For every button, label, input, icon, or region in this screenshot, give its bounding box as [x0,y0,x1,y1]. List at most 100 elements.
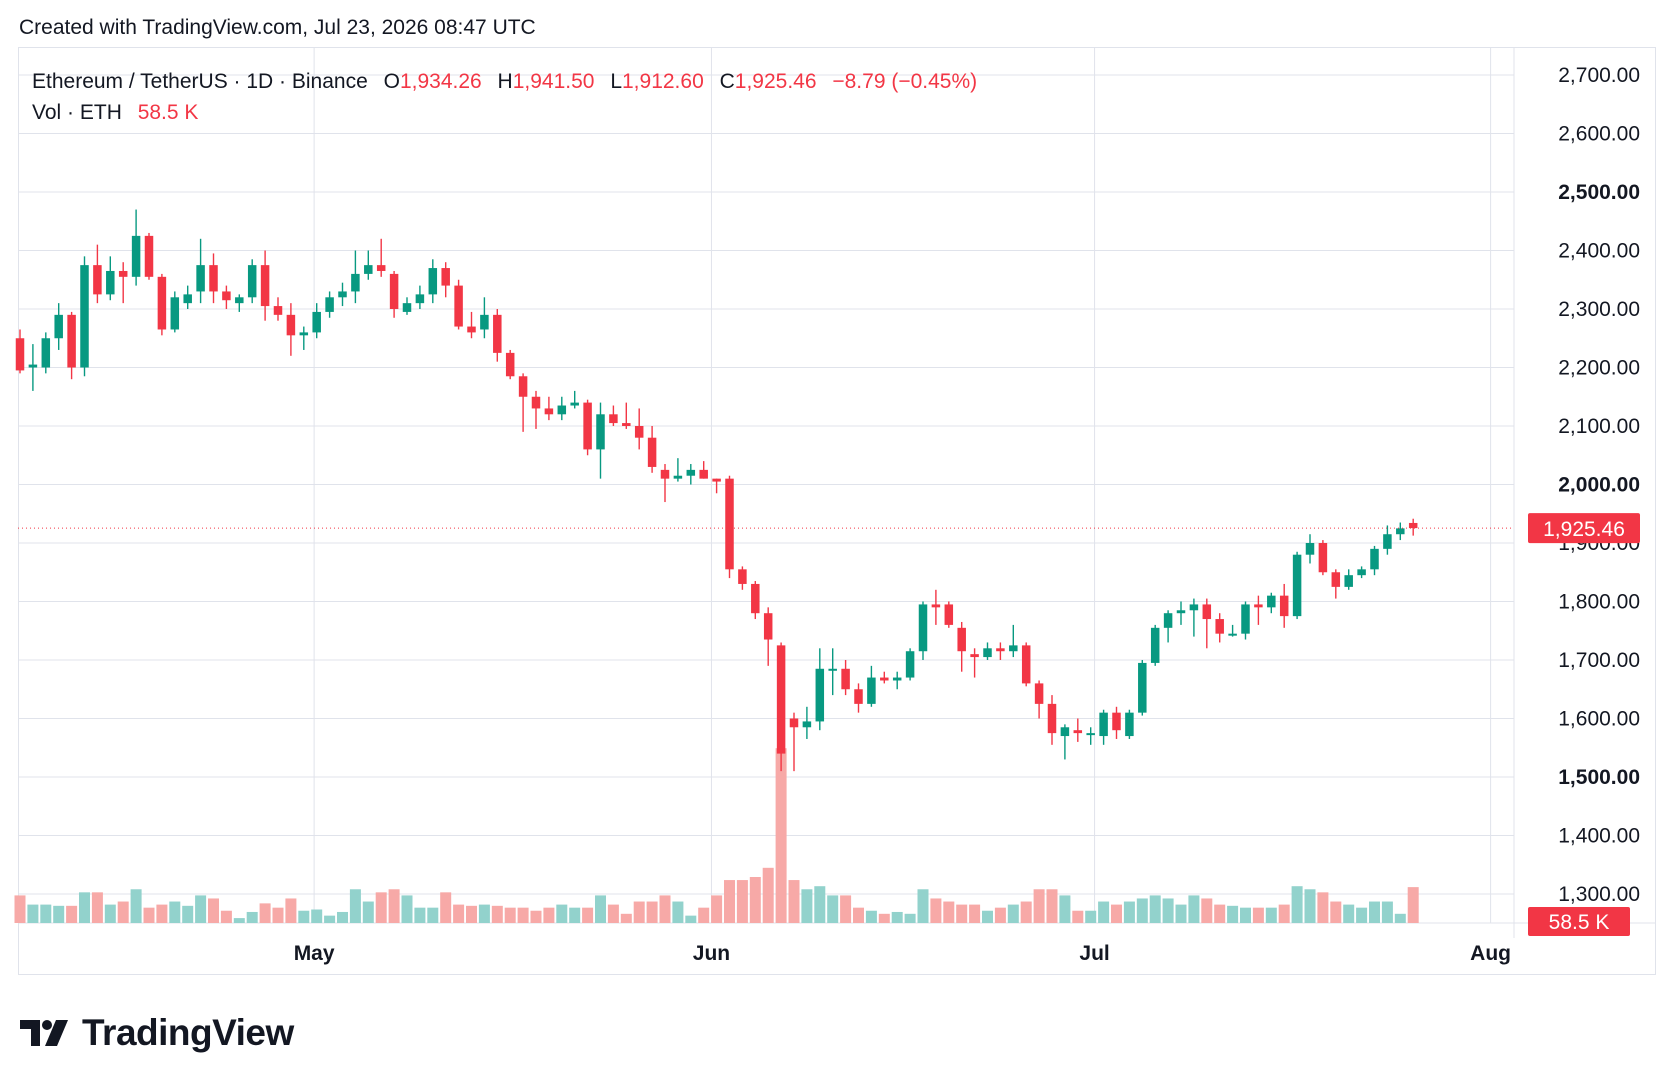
volume-bar [1330,901,1342,923]
volume-bar [1149,895,1161,923]
volume-bar [569,907,581,923]
volume-bar [607,904,619,923]
volume-bar [1175,904,1187,923]
candle-body [544,408,554,415]
volume-bar [40,904,52,923]
volume-tag-label: 58.5 K [1549,911,1610,934]
volume-bar [904,913,916,923]
candle-body [854,689,863,704]
candle-body [725,478,734,570]
volume-bar [1111,904,1122,923]
volume-bar [1201,898,1213,923]
volume-bar [633,901,645,923]
candle-body [1176,610,1186,614]
volume-bar [749,877,761,923]
candle-body [1086,733,1095,736]
volume-bar [246,911,258,923]
candle-body [441,268,450,286]
candle-body [815,668,825,722]
price-tick-label: 2,200.00 [1558,357,1640,380]
candle-body [1215,619,1224,634]
candle-body [1202,604,1212,620]
price-tick-label: 2,500.00 [1558,181,1640,204]
volume-bar [930,898,942,923]
price-tick-label: 2,100.00 [1558,415,1640,438]
volume-bar [362,901,374,923]
volume-bar [195,895,207,923]
candle-body [1099,712,1108,737]
price-tick-label: 2,700.00 [1558,64,1640,87]
price-tick-label: 1,600.00 [1558,708,1640,731]
candle-body [312,311,321,333]
volume-bar [478,904,490,923]
candle-body [376,265,386,271]
candle-body [1138,662,1147,713]
volume-bar [827,895,839,923]
volume-bar [620,913,632,923]
volume-bar [1252,907,1264,923]
candle-body [80,265,89,368]
candle-body [622,423,631,426]
candle-body [802,721,812,728]
candle-body [1254,604,1263,608]
candle-body [1292,554,1302,617]
close-value: 1,925.46 [734,70,817,93]
volume-bar [182,905,194,923]
candle-body [493,314,502,353]
candle-body [467,326,476,333]
candle-body [54,314,63,339]
volume-bar [208,898,219,923]
candle-body [170,297,180,330]
volume-bar [530,910,542,923]
candle-body [325,297,334,312]
volume-bar [220,910,232,923]
volume-bar [1291,886,1303,923]
candle-body [660,469,670,479]
candle-body [751,583,760,614]
candle-body [1318,543,1328,573]
candle-body [93,265,102,295]
volume-bar [878,913,890,923]
volume-bar [1214,904,1226,923]
candle-body [1189,604,1199,611]
candle-body [351,273,360,292]
candle-body [209,265,218,292]
candle-body [480,314,489,330]
candlestick-chart[interactable]: 1,300.00 1,400.00 1,500.00 1,600.00 1,700.00… [0,0,1666,1000]
volume-bar [1123,901,1135,923]
volume-bar [259,903,271,923]
candle-body [918,604,928,652]
candle-body [1125,712,1134,737]
volume-bar [1188,895,1200,923]
low-value: 1,912.60 [622,70,704,93]
volume-bar [517,907,529,923]
candle-body [686,469,696,476]
tradingview-logo[interactable]: TradingView [20,1012,294,1054]
volume-bar [1227,905,1239,923]
candle-body [970,654,979,658]
time-tick-label: Jul [1079,942,1109,965]
candle-body [738,569,747,584]
volume-bar [349,889,361,923]
volume-bar [1394,913,1406,923]
candle-body [776,645,786,754]
candle-body [557,405,567,415]
candle-body [299,332,309,336]
volume-value: 58.5 K [137,101,199,124]
candle-body [1357,569,1366,576]
candle-body [892,677,902,681]
volume-bar [143,907,155,923]
candle-body [905,651,915,678]
volume-bar [117,901,129,923]
price-tick-label: 1,700.00 [1558,649,1640,672]
candle-body [389,273,399,309]
volume-bar [956,904,968,923]
volume-bar [324,915,336,923]
tradingview-logo-icon [20,1020,68,1046]
price-tick-label: 1,300.00 [1558,883,1640,906]
high-value: 1,941.50 [512,70,595,93]
volume-bar [1059,895,1071,923]
candle-body [196,265,205,292]
time-tick-label: Aug [1470,942,1511,965]
time-tick-label: Jun [693,942,730,965]
